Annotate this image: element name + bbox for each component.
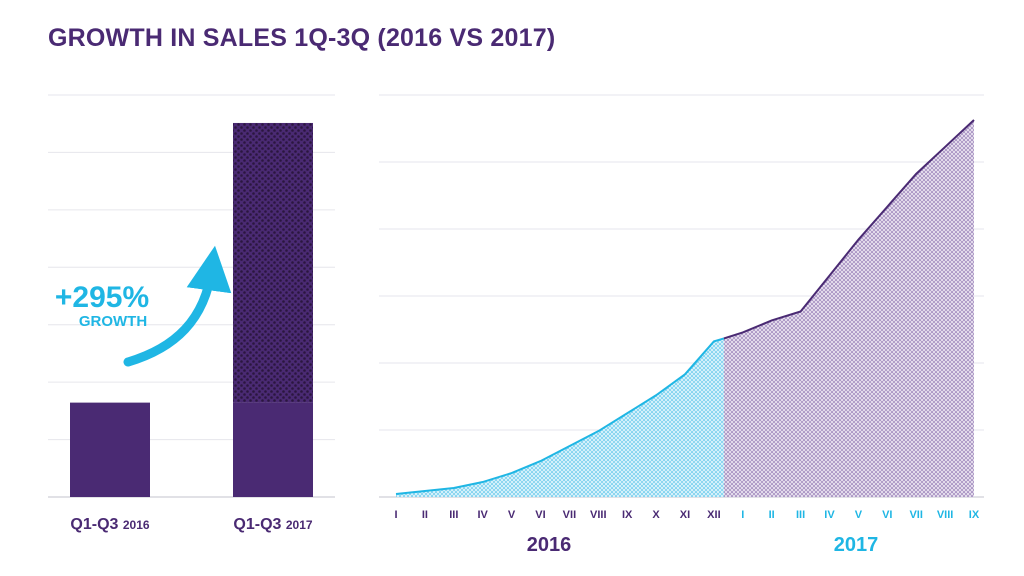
x-tick-2016: VI — [535, 509, 545, 521]
x-tick-2017: VIII — [937, 509, 954, 521]
x-tick-2017: VII — [909, 509, 922, 521]
x-tick-2016: XI — [680, 509, 690, 521]
growth-value: +295% — [55, 281, 149, 314]
bar-chart-labels: Q1-Q3 2016 Q1-Q3 2017 — [70, 516, 312, 533]
growth-arrow-icon — [123, 245, 232, 367]
x-tick-2016: VIII — [590, 509, 607, 521]
x-tick-2017: III — [796, 509, 805, 521]
bar-2017-growth — [233, 122, 313, 403]
x-tick-2017: II — [769, 509, 775, 521]
bar-category-label: Q1-Q3 2017 — [233, 516, 312, 533]
x-tick-2017: IX — [969, 509, 980, 521]
line-2016 — [395, 337, 725, 496]
x-tick-2016: I — [394, 509, 397, 521]
area-chart-marks — [395, 119, 975, 497]
x-tick-2017: V — [855, 509, 863, 521]
growth-annotation: +295% GROWTH — [55, 245, 232, 367]
x-tick-2016: IV — [477, 509, 488, 521]
bar-2017-base — [233, 402, 313, 497]
x-tick-2017: IV — [824, 509, 835, 521]
x-tick-2017: VI — [882, 509, 892, 521]
line-2017 — [723, 119, 975, 340]
area-2016 — [396, 338, 724, 497]
bar-category-label: Q1-Q3 2016 — [70, 516, 149, 533]
growth-label: GROWTH — [79, 313, 147, 330]
x-tick-2016: VII — [563, 509, 576, 521]
x-tick-2016: XII — [707, 509, 720, 521]
bar-chart-marks — [70, 122, 313, 497]
x-tick-2016: IX — [622, 509, 633, 521]
x-tick-2016: III — [449, 509, 458, 521]
x-tick-2016: V — [508, 509, 516, 521]
year-label-2017: 2017 — [834, 534, 879, 556]
area-chart-ticks: I II III IV V VI VII VIII IX X XI XII I II III IV V VI VII… — [394, 509, 979, 521]
bar-2016 — [70, 402, 150, 497]
area-2017 — [723, 119, 974, 497]
page-title: GROWTH IN SALES 1Q-3Q (2016 VS 2017) — [48, 24, 556, 52]
x-tick-2016: II — [422, 509, 428, 521]
area-chart-year-labels: 2016 2017 — [527, 534, 879, 556]
x-tick-2016: X — [652, 509, 660, 521]
year-label-2016: 2016 — [527, 534, 572, 556]
x-tick-2017: I — [741, 509, 744, 521]
